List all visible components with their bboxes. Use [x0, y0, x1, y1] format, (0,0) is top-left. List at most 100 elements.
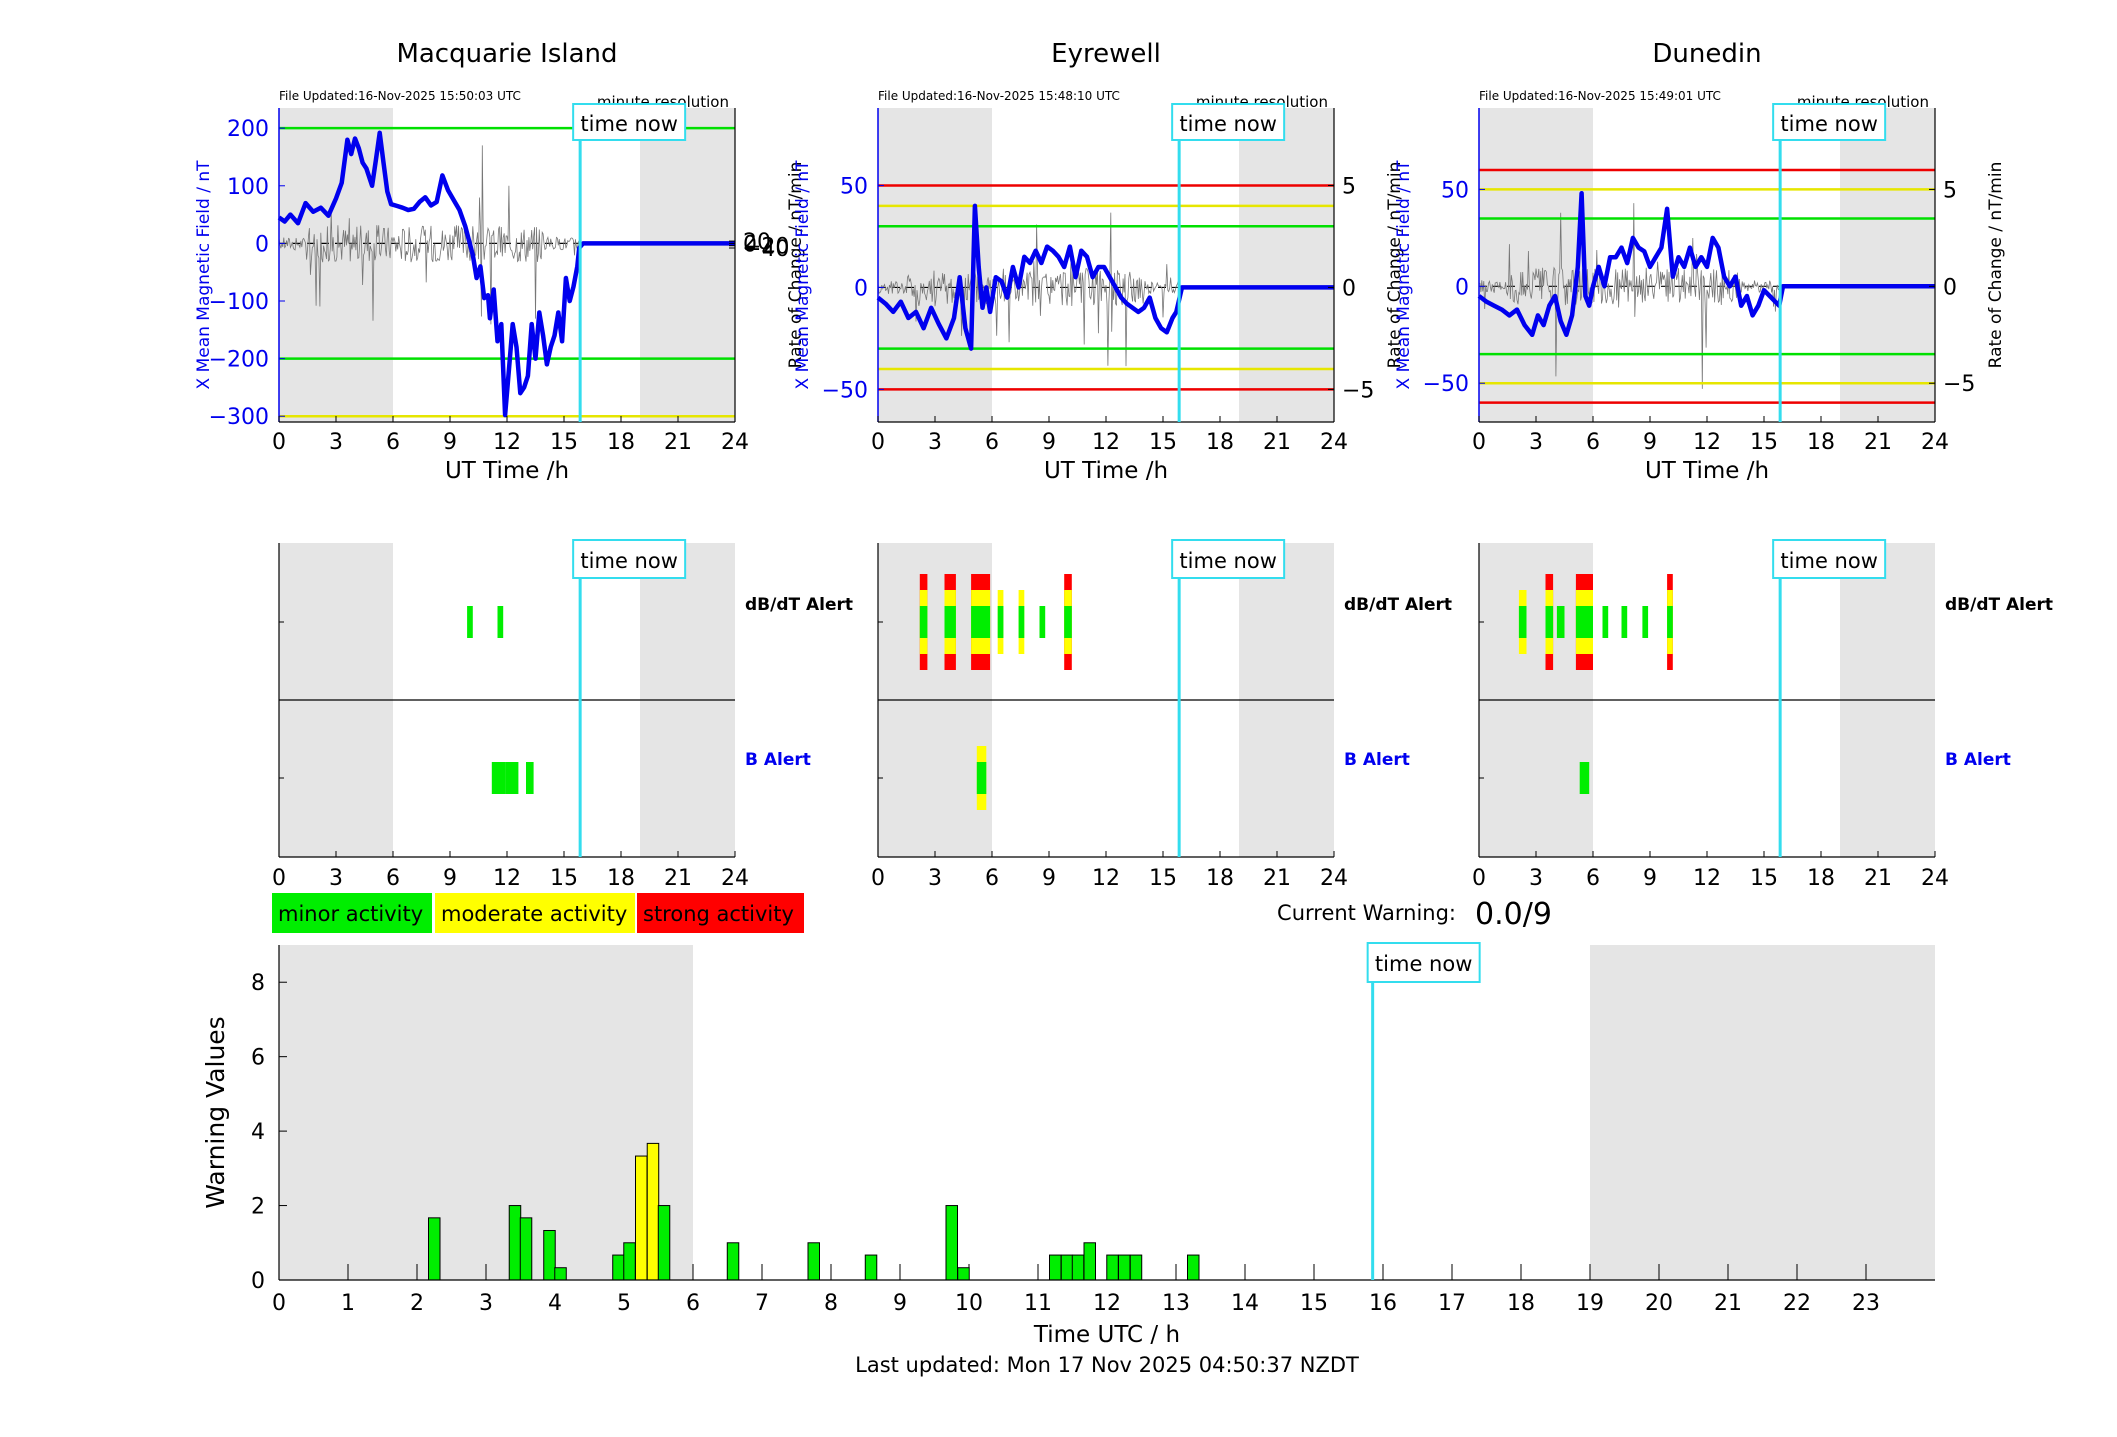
- right-y-tick-label: 5: [1943, 178, 1957, 203]
- x-tick-label: 17: [1438, 1291, 1466, 1316]
- x-tick-label: 15: [1149, 430, 1177, 455]
- x-tick-label: 9: [893, 1291, 907, 1316]
- x-tick-label: 15: [1149, 866, 1177, 891]
- dbdt-alert-bar: [1556, 606, 1565, 638]
- x-tick-label: 9: [1643, 866, 1657, 891]
- right-y-tick-label: −5: [1342, 378, 1374, 403]
- x-tick-label: 12: [1092, 430, 1120, 455]
- dbdt-alert-bar: [944, 606, 956, 638]
- dbdt-alert-bar: [1518, 606, 1527, 638]
- night-shading: [1479, 108, 1593, 422]
- y-tick-label: 0: [1455, 275, 1469, 300]
- time-now-label: time now: [1375, 952, 1472, 976]
- time-now-label: time now: [580, 549, 677, 573]
- x-axis-label: UT Time /h: [1645, 458, 1769, 484]
- y-tick-label: −100: [209, 290, 269, 315]
- night-shading: [279, 945, 693, 1280]
- warning-bar: [807, 1242, 820, 1281]
- x-tick-label: 24: [1320, 866, 1348, 891]
- night-shading: [640, 108, 735, 422]
- dbdt-alert-bar: [971, 606, 991, 638]
- y-tick-label: 0: [255, 232, 269, 257]
- x-tick-label: 21: [1263, 866, 1291, 891]
- warning-bar: [657, 1205, 671, 1281]
- b-field-series: [277, 130, 735, 418]
- y-tick-label: 50: [840, 174, 868, 199]
- x-tick-label: 21: [664, 430, 692, 455]
- right-y-tick-label: 0: [1943, 275, 1957, 300]
- time-now-box: [1171, 103, 1286, 141]
- dbdt-alert-bar: [1621, 606, 1628, 638]
- b-field-series: [876, 203, 1334, 351]
- x-tick-label: 21: [1714, 1291, 1742, 1316]
- warning-bar: [1083, 1242, 1096, 1281]
- x-tick-label: 19: [1576, 1291, 1604, 1316]
- x-tick-label: 9: [1042, 430, 1056, 455]
- x-tick-label: 8: [824, 1291, 838, 1316]
- x-tick-label: 12: [1693, 866, 1721, 891]
- y-tick-label: 0: [251, 1269, 265, 1294]
- left-y-axis-label: X Mean Magnetic Field / nT: [194, 160, 214, 390]
- b-alert-bar: [491, 762, 506, 794]
- right-y-tick-label: 20: [743, 230, 771, 255]
- dbdt-alert-bar: [1018, 606, 1025, 638]
- warning-bar: [1187, 1254, 1200, 1281]
- warning-bar: [612, 1254, 625, 1281]
- dbdt-alert-bar: [1575, 606, 1593, 638]
- x-tick-label: 3: [329, 430, 343, 455]
- warning-bar: [554, 1267, 567, 1281]
- x-tick-label: 12: [1093, 1291, 1121, 1316]
- right-y-axis-label: Rate of Change / nT/min: [1385, 162, 1405, 369]
- file-updated-text: File Updated:16-Nov-2025 15:48:10 UTC: [878, 89, 1120, 103]
- time-now-label: time now: [580, 112, 677, 136]
- x-tick-label: 24: [721, 430, 749, 455]
- x-tick-label: 7: [755, 1291, 769, 1316]
- warning-bar: [543, 1229, 556, 1281]
- x-tick-label: 0: [871, 866, 885, 891]
- b-alert-label: B Alert: [745, 750, 811, 770]
- station-panel-eyrewell: Eyrewell File Updated:16-Nov-2025 15:48:1…: [793, 39, 1405, 484]
- file-updated-text: File Updated:16-Nov-2025 15:49:01 UTC: [1479, 89, 1721, 103]
- x-axis-label: UT Time /h: [445, 458, 569, 484]
- x-tick-label: 24: [1921, 866, 1949, 891]
- warning-bar: [1118, 1254, 1131, 1281]
- x-tick-label: 3: [1529, 430, 1543, 455]
- x-tick-label: 18: [607, 430, 635, 455]
- right-y-axis-label: Rate of Change / nT/min: [1986, 162, 2006, 369]
- x-tick-label: 0: [1472, 866, 1486, 891]
- x-tick-label: 6: [985, 866, 999, 891]
- x-tick-label: 9: [1042, 866, 1056, 891]
- x-tick-label: 3: [1529, 866, 1543, 891]
- warning-bar: [1049, 1254, 1062, 1281]
- x-tick-label: 24: [1320, 430, 1348, 455]
- x-tick-label: 6: [985, 430, 999, 455]
- night-shading: [1590, 945, 1935, 1280]
- x-tick-label: 13: [1162, 1291, 1190, 1316]
- x-tick-label: 6: [386, 430, 400, 455]
- x-tick-label: 18: [1807, 866, 1835, 891]
- x-tick-label: 0: [871, 430, 885, 455]
- b-alert-bar: [526, 762, 534, 794]
- x-tick-label: 24: [1921, 430, 1949, 455]
- b-alert-bar: [976, 762, 987, 794]
- x-tick-label: 6: [686, 1291, 700, 1316]
- warning-bar: [646, 1142, 660, 1281]
- legend-label: minor activity: [278, 902, 423, 926]
- warning-bar: [726, 1242, 740, 1281]
- station-title: Dunedin: [1652, 39, 1761, 69]
- alert-panel: dB/dT Alert B Alert 0 3 6 9 12 15 18 21 24 time now: [1472, 539, 2053, 891]
- b-alert-bar: [505, 762, 519, 794]
- right-y-tick-label: 5: [1342, 174, 1356, 199]
- x-tick-label: 18: [607, 866, 635, 891]
- right-y-tick-label: 0: [1342, 276, 1356, 301]
- time-now-box: [1171, 539, 1286, 579]
- warning-bar: [428, 1217, 441, 1281]
- legend-label: strong activity: [643, 902, 794, 926]
- y-tick-label: 8: [251, 971, 265, 996]
- last-updated-text: Last updated: Mon 17 Nov 2025 04:50:37 N…: [855, 1353, 1359, 1377]
- x-axis-label: UT Time /h: [1044, 458, 1168, 484]
- x-tick-label: 6: [386, 866, 400, 891]
- x-tick-label: 15: [550, 866, 578, 891]
- time-now-box: [572, 103, 687, 141]
